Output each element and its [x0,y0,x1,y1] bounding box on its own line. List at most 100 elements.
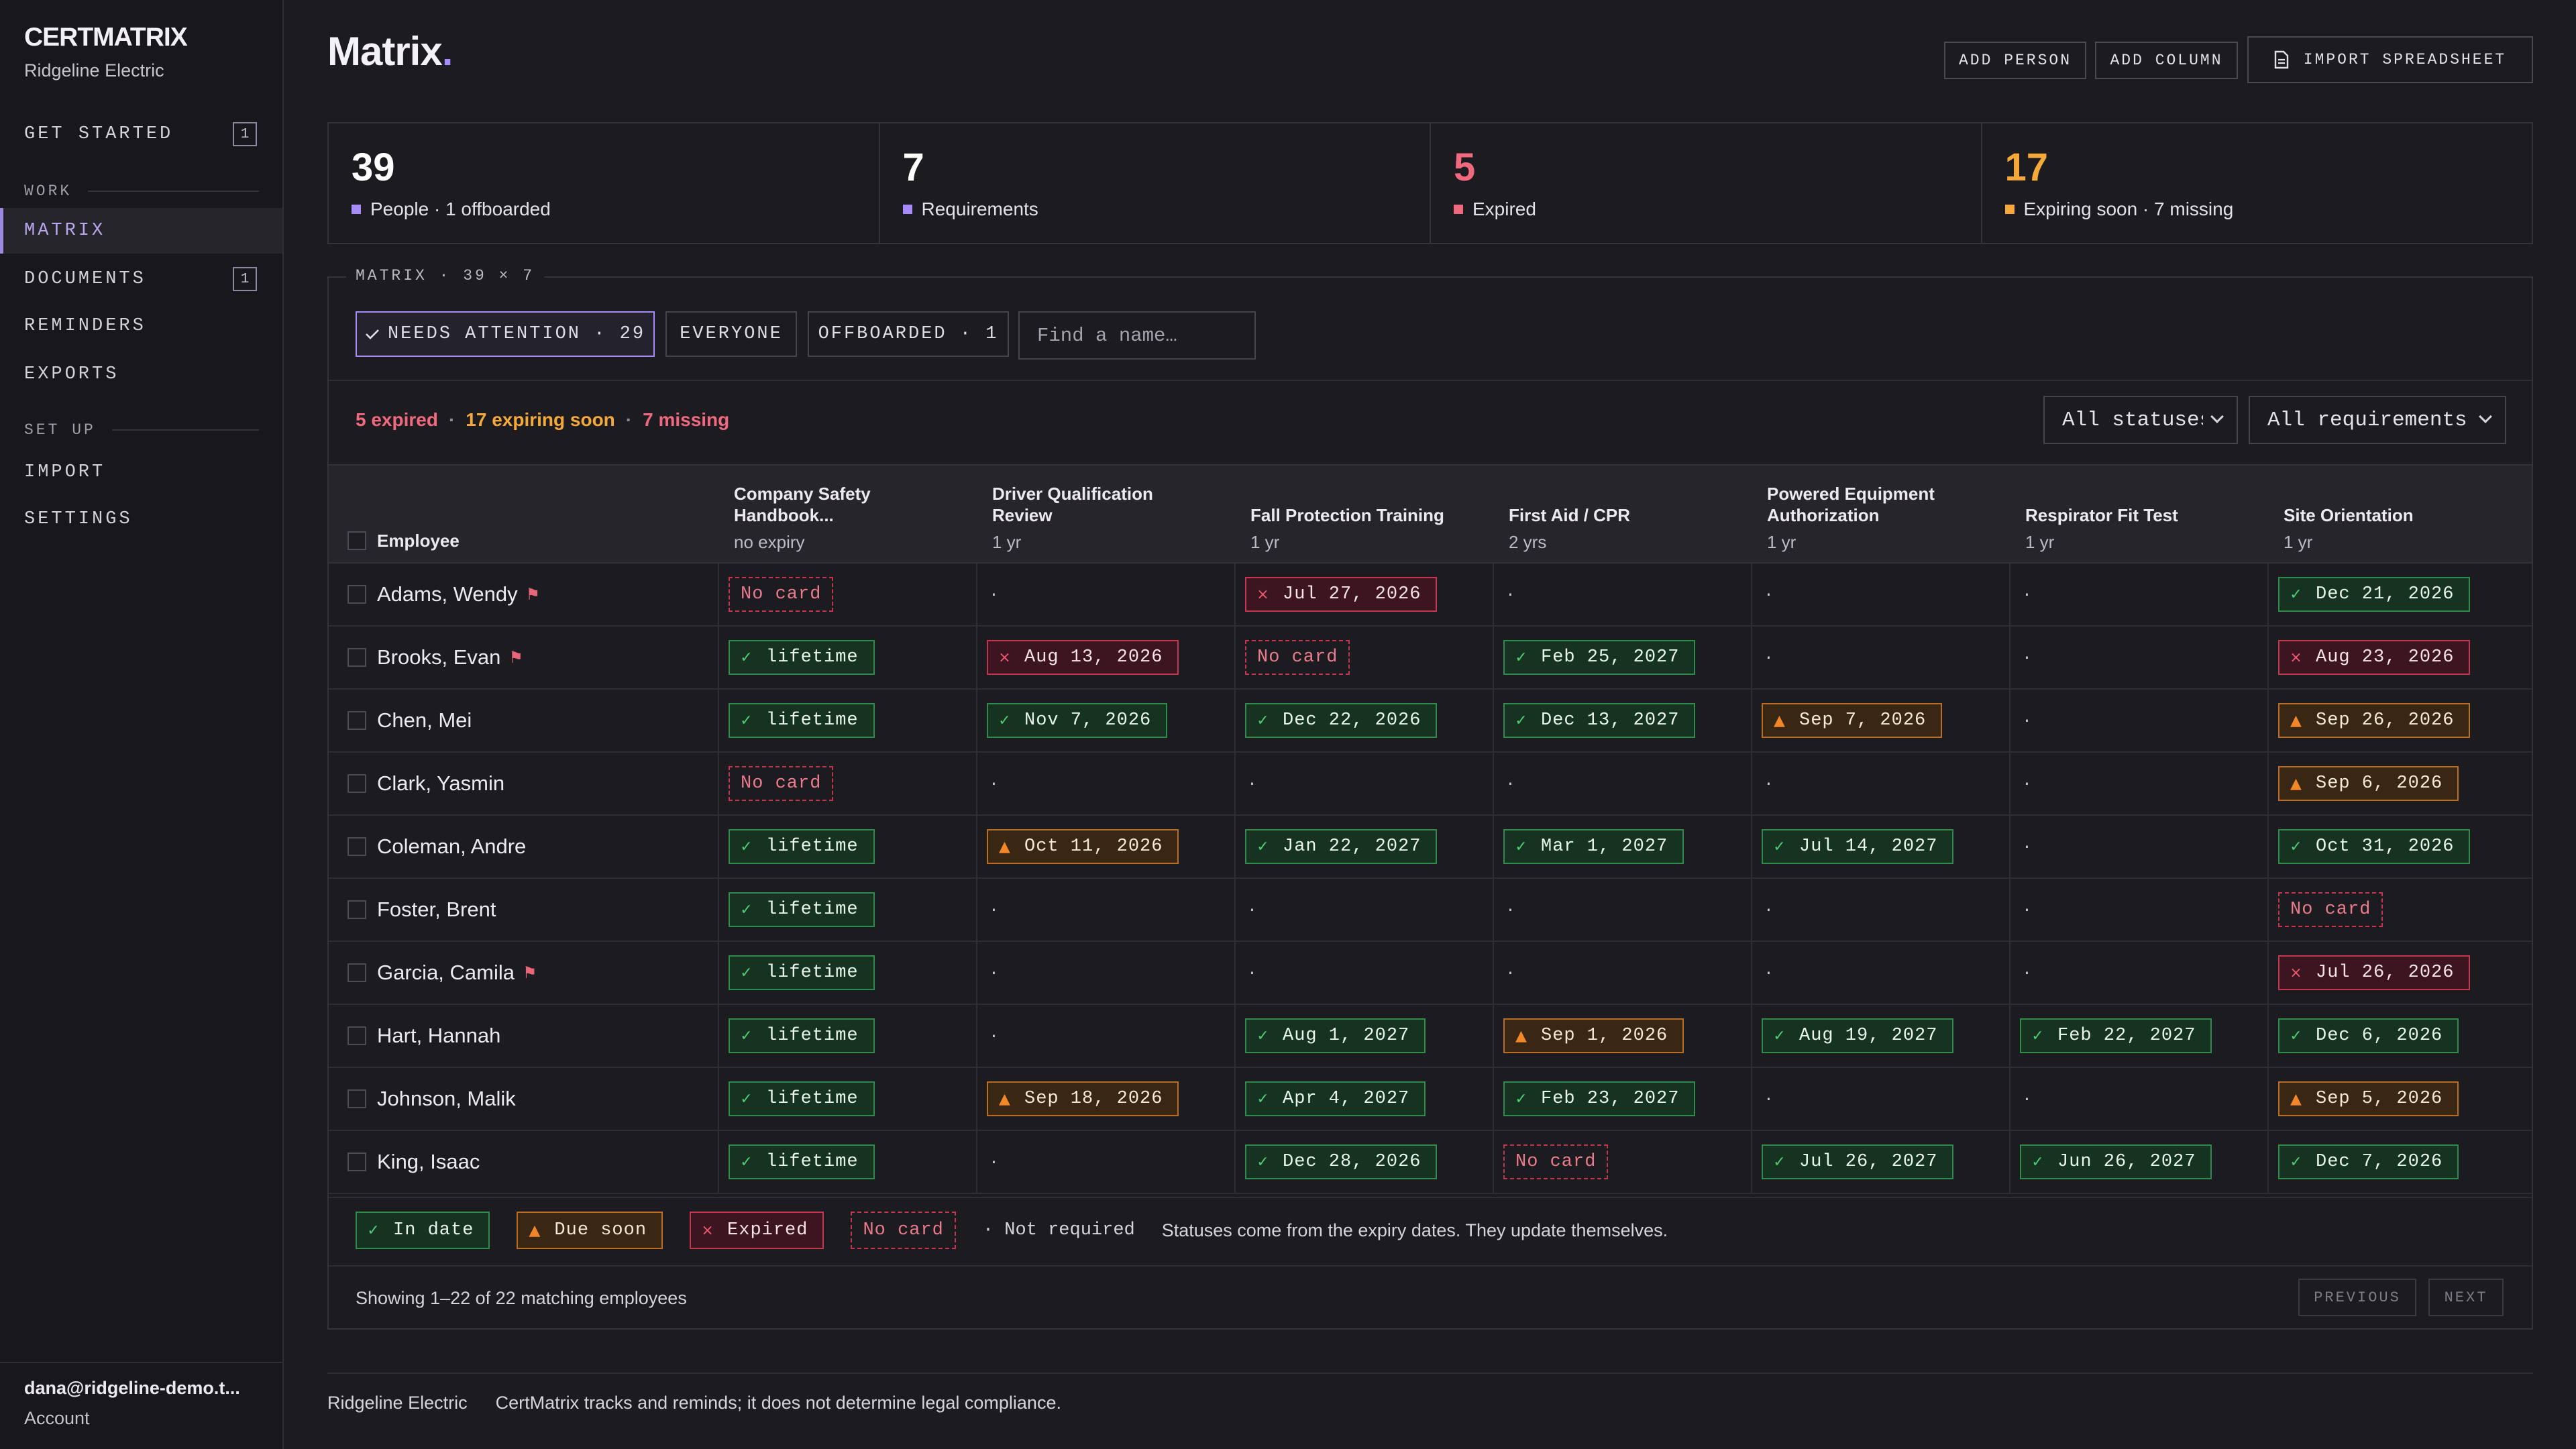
employee-name[interactable]: Clark, Yasmin [377,753,504,814]
status-badge-due-soon[interactable]: ▲ Sep 18, 2026 [987,1081,1179,1116]
row-checkbox[interactable] [347,1089,366,1108]
select-all-checkbox[interactable] [347,531,366,550]
row-checkbox[interactable] [347,585,366,604]
sidebar-item-import[interactable]: IMPORT [0,449,282,495]
status-badge-expired[interactable]: × Aug 13, 2026 [987,640,1179,675]
sidebar-item-documents[interactable]: DOCUMENTS 1 [0,256,282,302]
filter-needs-attention[interactable]: NEEDS ATTENTION · 29 [356,311,655,357]
status-badge-in-date[interactable]: ✓ Mar 1, 2027 [1503,829,1684,864]
account-link[interactable]: Account [24,1408,90,1428]
requirement-filter-select[interactable]: All requirements [2249,396,2506,444]
row-checkbox[interactable] [347,711,366,730]
status-badge-in-date[interactable]: ✓ Feb 23, 2027 [1503,1081,1696,1116]
status-badge-due-soon[interactable]: ▲ Sep 7, 2026 [1762,703,1943,738]
filter-offboarded[interactable]: OFFBOARDED · 1 [808,311,1009,357]
status-badge-in-date[interactable]: ✓ lifetime [729,955,875,990]
status-badge-in-date[interactable]: ✓ Jul 26, 2027 [1762,1144,1954,1179]
status-badge-no-card[interactable]: No card [2278,892,2383,927]
row-checkbox[interactable] [347,648,366,667]
add-column-button[interactable]: ADD COLUMN [2095,42,2238,79]
status-badge-no-card[interactable]: No card [729,577,834,612]
title-accent-dot: . [441,29,453,74]
status-badge-in-date[interactable]: ✓ Dec 22, 2026 [1245,703,1438,738]
status-badge-in-date[interactable]: ✓ lifetime [729,640,875,675]
status-badge-in-date[interactable]: ✓ Oct 31, 2026 [2278,829,2471,864]
status-badge-due-soon[interactable]: ▲ Oct 11, 2026 [987,829,1179,864]
status-text: lifetime [766,900,859,920]
status-text: Aug 19, 2027 [1799,1026,1938,1046]
row-checkbox[interactable] [347,837,366,856]
status-badge-in-date[interactable]: ✓ Aug 19, 2027 [1762,1018,1954,1053]
row-checkbox[interactable] [347,963,366,982]
status-text: Feb 23, 2027 [1541,1089,1680,1109]
status-badge-due-soon[interactable]: ▲ Sep 6, 2026 [2278,766,2459,801]
status-badge-in-date[interactable]: ✓ Jun 26, 2027 [2020,1144,2212,1179]
employee-name[interactable]: King, Isaac [377,1131,480,1193]
status-badge-due-soon[interactable]: ▲ Sep 1, 2026 [1503,1018,1684,1053]
filter-everyone[interactable]: EVERYONE [665,311,797,357]
employee-name[interactable]: Chen, Mei [377,690,472,751]
status-badge-expired[interactable]: × Aug 23, 2026 [2278,640,2471,675]
row-checkbox[interactable] [347,774,366,793]
employee-name[interactable]: Garcia, Camila ⚑ [377,942,537,1004]
status-badge-in-date[interactable]: ✓ Jul 14, 2027 [1762,829,1954,864]
status-badge-in-date[interactable]: ✓ lifetime [729,892,875,927]
matrix-cell: ✓ lifetime [718,879,976,941]
status-badge-in-date[interactable]: ✓ Dec 7, 2026 [2278,1144,2459,1179]
status-badge-in-date[interactable]: ✓ Jan 22, 2027 [1245,829,1438,864]
status-filter-select[interactable]: All statuses [2043,396,2238,444]
account[interactable]: dana@ridgeline-demo.t... Account [24,1378,240,1429]
status-badge-in-date[interactable]: ✓ lifetime [729,829,875,864]
sidebar-item-settings[interactable]: SETTINGS [0,496,282,542]
row-checkbox[interactable] [347,1026,366,1045]
status-badge-no-card[interactable]: No card [1245,640,1350,675]
not-required-dot: · [2024,646,2030,669]
count-badge: 1 [233,267,257,291]
status-badge-in-date[interactable]: ✓ Dec 28, 2026 [1245,1144,1438,1179]
add-person-button[interactable]: ADD PERSON [1944,42,2086,79]
status-badge-in-date[interactable]: ✓ Dec 6, 2026 [2278,1018,2459,1053]
sidebar-item-label: DOCUMENTS [24,269,146,289]
status-badge-due-soon[interactable]: ▲ Sep 5, 2026 [2278,1081,2459,1116]
status-badge-in-date[interactable]: ✓ Apr 4, 2027 [1245,1081,1426,1116]
search-input[interactable] [1018,311,1256,360]
status-badge-in-date[interactable]: ✓ lifetime [729,1018,875,1053]
sidebar-item-exports[interactable]: EXPORTS [0,352,282,397]
stats-bar: 39 People · 1 offboarded 7 Requirements … [327,122,2533,244]
status-badge-expired[interactable]: × Jul 27, 2026 [1245,577,1438,612]
status-badge-in-date[interactable]: ✓ Nov 7, 2026 [987,703,1168,738]
status-badge-expired[interactable]: × Jul 26, 2026 [2278,955,2471,990]
import-spreadsheet-button[interactable]: IMPORT SPREADSHEET [2247,36,2533,83]
row-checkbox[interactable] [347,1152,366,1171]
status-badge-in-date[interactable]: ✓ Feb 25, 2027 [1503,640,1696,675]
status-badge-in-date[interactable]: ✓ lifetime [729,1081,875,1116]
status-badge-in-date[interactable]: ✓ Aug 1, 2027 [1245,1018,1426,1053]
employee-name-text: Hart, Hannah [377,1024,501,1047]
employee-name-text: Garcia, Camila [377,961,515,984]
employee-name[interactable]: Hart, Hannah [377,1005,500,1067]
status-badge-no-card[interactable]: No card [1503,1144,1609,1179]
employee-name[interactable]: Adams, Wendy ⚑ [377,564,540,625]
column-period: 1 yr [2284,532,2313,552]
employee-name[interactable]: Brooks, Evan ⚑ [377,627,523,688]
employee-name[interactable]: Johnson, Malik [377,1068,516,1130]
status-badge-in-date[interactable]: ✓ Dec 13, 2027 [1503,703,1696,738]
status-badge-no-card[interactable]: No card [729,766,834,801]
matrix-cell: · [1751,879,2009,941]
status-badge-in-date[interactable]: ✓ lifetime [729,703,875,738]
status-badge-in-date[interactable]: ✓ lifetime [729,1144,875,1179]
check-icon: ✓ [740,901,753,918]
employee-name[interactable]: Coleman, Andre [377,816,526,877]
status-badge-in-date[interactable]: ✓ Dec 21, 2026 [2278,577,2471,612]
row-checkbox[interactable] [347,900,366,919]
employee-name[interactable]: Foster, Brent [377,879,496,941]
previous-page-button[interactable]: PREVIOUS [2298,1279,2416,1316]
next-page-button[interactable]: NEXT [2428,1279,2504,1316]
sidebar-item-get-started[interactable]: GET STARTED 1 [0,111,282,157]
status-badge-in-date[interactable]: ✓ Feb 22, 2027 [2020,1018,2212,1053]
sidebar-item-reminders[interactable]: REMINDERS [0,303,282,349]
status-badge-due-soon[interactable]: ▲ Sep 26, 2026 [2278,703,2471,738]
matrix-cell: × Jul 27, 2026 [1234,564,1493,625]
matrix-cell: No card [1493,1131,1751,1193]
sidebar-item-matrix[interactable]: MATRIX [0,208,282,254]
